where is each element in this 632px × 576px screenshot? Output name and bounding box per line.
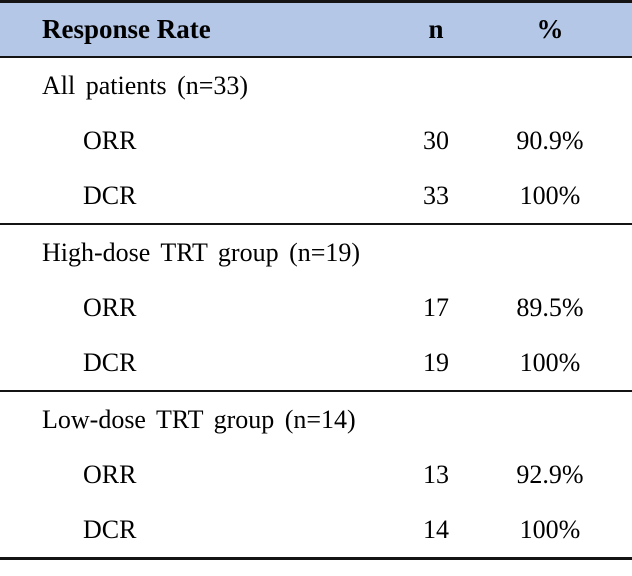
row-n-value: 19 [423, 347, 449, 377]
row-label-dcr: DCR [83, 514, 137, 544]
section-label: Low-dose TRT group (n=14) [42, 404, 356, 434]
section-header-row: Low-dose TRT group (n=14) [0, 391, 632, 447]
row-label-orr: ORR [83, 459, 137, 489]
column-header-n: n [428, 14, 444, 44]
table-header-row: Response Rate n % [0, 1, 632, 57]
row-pct-value: 90.9% [516, 125, 584, 155]
row-pct-value: 89.5% [516, 292, 584, 322]
row-label-dcr: DCR [83, 180, 137, 210]
table-row: ORR 30 90.9% [0, 113, 632, 168]
section-header-row: All patients (n=33) [0, 57, 632, 113]
column-header-percent: % [536, 14, 564, 44]
row-pct-value: 100% [519, 514, 581, 544]
row-pct-value: 100% [519, 180, 581, 210]
table-row: ORR 13 92.9% [0, 447, 632, 502]
section-label: High-dose TRT group (n=19) [42, 237, 361, 267]
row-n-value: 17 [423, 292, 449, 322]
table-row: DCR 33 100% [0, 168, 632, 224]
column-header-response-rate: Response Rate [42, 14, 211, 44]
row-n-value: 13 [423, 459, 449, 489]
row-pct-value: 100% [519, 347, 581, 377]
row-pct-value: 92.9% [516, 459, 584, 489]
table-head: Response Rate n % [0, 1, 632, 57]
row-label-dcr: DCR [83, 347, 137, 377]
section-label: All patients (n=33) [42, 70, 249, 100]
row-n-value: 33 [423, 180, 449, 210]
section-header-row: High-dose TRT group (n=19) [0, 224, 632, 280]
table-row: DCR 14 100% [0, 502, 632, 559]
row-n-value: 30 [423, 125, 449, 155]
response-rate-table: Response Rate n % All patients (n=33) OR… [0, 0, 632, 560]
table-row: ORR 17 89.5% [0, 280, 632, 335]
row-n-value: 14 [423, 514, 449, 544]
section-all-patients: All patients (n=33) ORR 30 90.9% DCR 33 … [0, 57, 632, 224]
row-label-orr: ORR [83, 125, 137, 155]
row-label-orr: ORR [83, 292, 137, 322]
table-row: DCR 19 100% [0, 335, 632, 391]
section-high-dose-trt: High-dose TRT group (n=19) ORR 17 89.5% … [0, 224, 632, 391]
section-low-dose-trt: Low-dose TRT group (n=14) ORR 13 92.9% D… [0, 391, 632, 559]
